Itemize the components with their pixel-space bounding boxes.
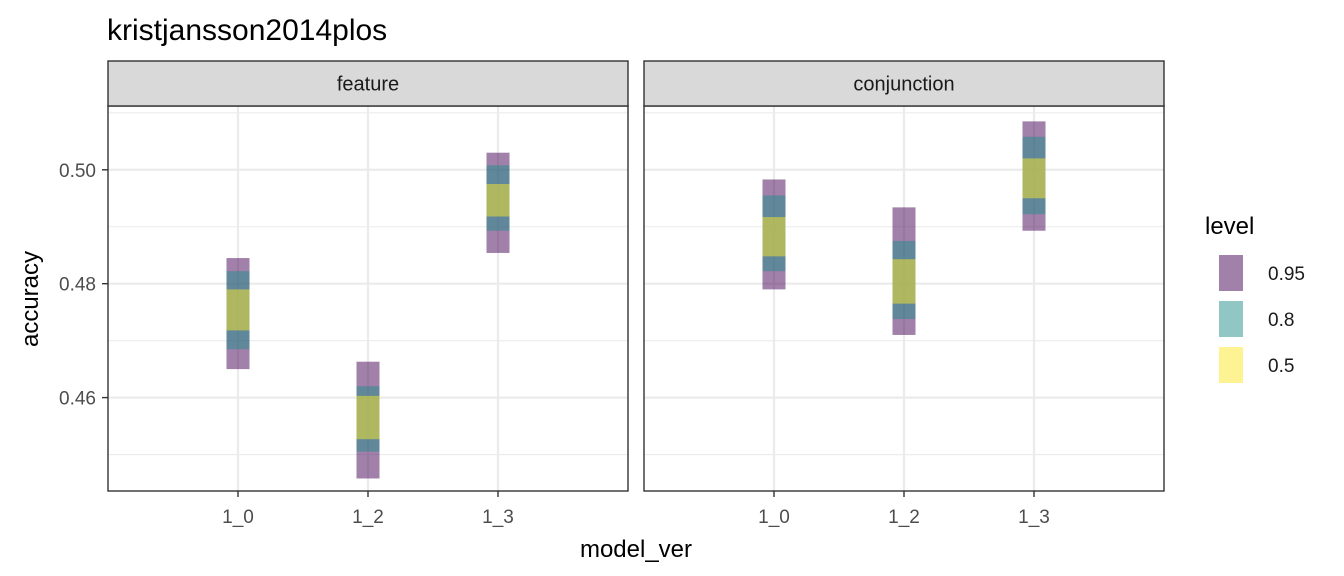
interval-bar-feature-1_0-0.5 <box>226 289 250 331</box>
y-tick-label: 0.50 <box>59 161 96 182</box>
x-tick-label: 1_2 <box>352 507 384 528</box>
interval-bar-conjunction-1_3-0.5 <box>1022 158 1046 199</box>
legend-item: 0.5 <box>1219 347 1294 383</box>
panel-conjunction: conjunction 1_0 1_2 1_3 <box>643 60 1165 528</box>
interval-bar-conjunction-1_2-0.5 <box>892 259 916 304</box>
interval-bar-feature-1_3-0.5 <box>486 184 510 217</box>
legend-key <box>1219 255 1243 291</box>
legend-key <box>1219 301 1243 337</box>
y-tick-label: 0.46 <box>59 389 96 410</box>
legend-title: level <box>1205 213 1254 240</box>
x-tick-label: 1_3 <box>482 507 514 528</box>
legend-label: 0.8 <box>1268 310 1294 331</box>
x-tick-label: 1_3 <box>1018 507 1050 528</box>
facet-strip-label: feature <box>337 74 399 96</box>
x-tick-label: 1_2 <box>888 507 920 528</box>
legend-item: 0.95 <box>1219 255 1305 291</box>
facet-strip-label: conjunction <box>853 74 954 96</box>
panels-layer: feature 1_0 1_2 1_3 conjunction 1_0 1_2 1_3 0.46… <box>59 60 1165 528</box>
y-axis: 0.46 0.48 0.50 <box>59 161 108 410</box>
legend: level 0.95 0.8 0.5 <box>1205 213 1305 383</box>
y-tick-label: 0.48 <box>59 275 96 296</box>
legend-item: 0.8 <box>1219 301 1294 337</box>
interval-bar-feature-1_2-0.5 <box>356 395 380 440</box>
x-axis-title: model_ver <box>580 536 692 563</box>
facet-strip <box>643 60 1165 107</box>
legend-label: 0.95 <box>1268 264 1305 285</box>
legend-label: 0.5 <box>1268 356 1294 377</box>
panel-feature: feature 1_0 1_2 1_3 <box>107 60 629 528</box>
chart-title: kristjansson2014plos <box>107 14 387 47</box>
legend-key <box>1219 347 1243 383</box>
x-tick-label: 1_0 <box>758 507 790 528</box>
interval-bar-conjunction-1_0-0.5 <box>762 217 786 257</box>
facet-strip <box>107 60 629 107</box>
x-tick-label: 1_0 <box>222 507 254 528</box>
y-axis-title: accuracy <box>17 251 44 347</box>
